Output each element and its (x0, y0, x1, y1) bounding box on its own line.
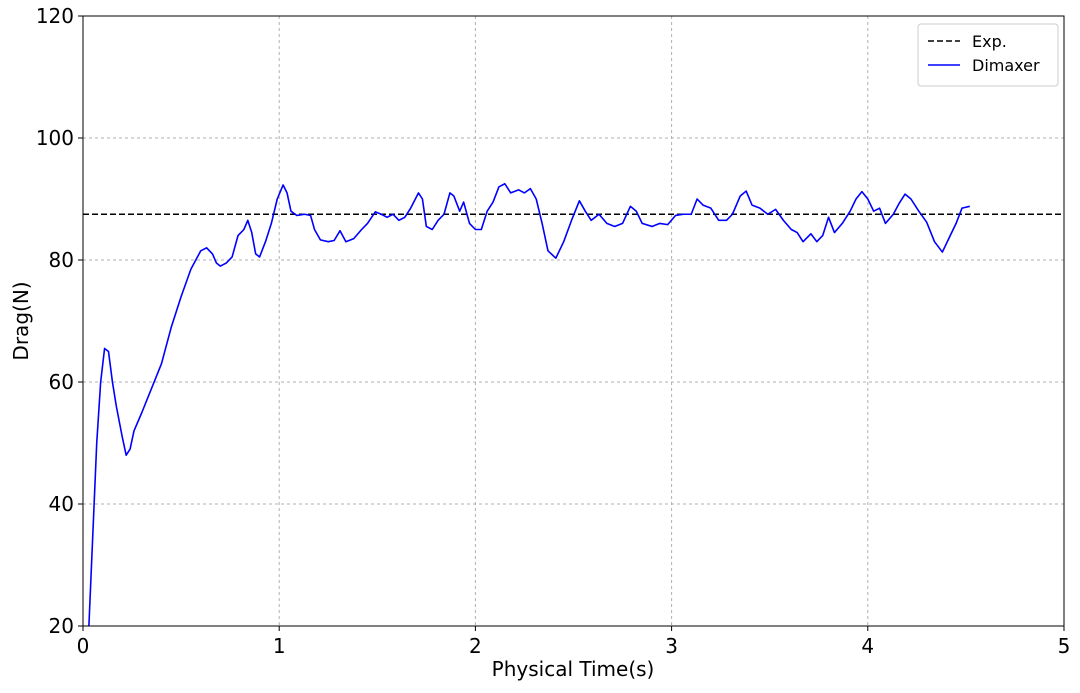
legend-label: Exp. (972, 32, 1007, 51)
legend-box (917, 23, 1059, 87)
y-tick-label: 20 (49, 614, 74, 638)
y-tick-label: 120 (36, 4, 74, 28)
x-tick-label: 0 (77, 634, 90, 658)
series-line (88, 182, 971, 627)
x-tick-label: 5 (1058, 634, 1071, 658)
x-tick-label: 1 (273, 634, 286, 658)
y-tick-label: 80 (49, 248, 74, 272)
plot-frame (82, 15, 1065, 627)
x-axis-label: Physical Time(s) (492, 657, 655, 681)
y-tick-label: 40 (49, 492, 74, 516)
x-tick-label: 2 (469, 634, 482, 658)
y-axis-label: Drag(N) (9, 281, 33, 360)
y-tick-label: 100 (36, 126, 74, 150)
legend-label: Dimaxer (972, 56, 1040, 75)
y-tick-label: 60 (49, 370, 74, 394)
x-tick-label: 4 (861, 634, 874, 658)
x-tick-label: 3 (665, 634, 678, 658)
